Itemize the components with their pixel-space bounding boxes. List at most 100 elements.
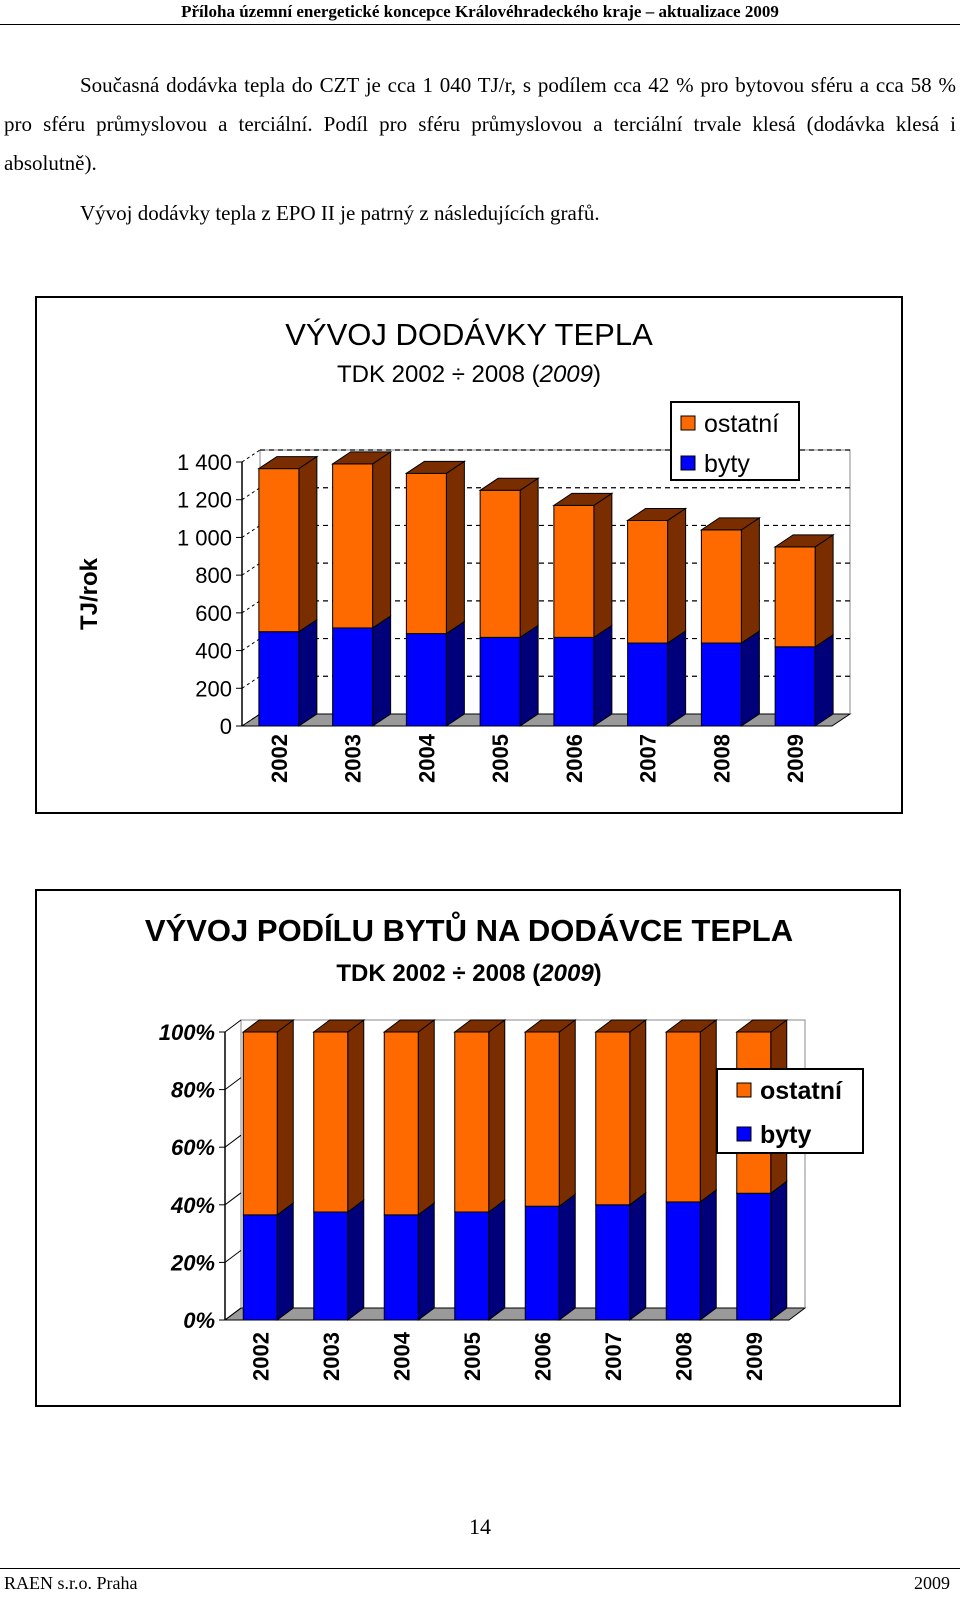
- bar-side: [417, 1201, 435, 1321]
- y-axis-label: TJ/rok: [76, 557, 103, 630]
- bar-ostatni-2004: [404, 460, 467, 635]
- bar-top: [625, 507, 688, 521]
- bar-ostatni-2003: [330, 450, 393, 629]
- bar-front: [553, 504, 595, 638]
- bar-front: [774, 546, 816, 648]
- bar-byty-2002: [242, 1201, 294, 1321]
- x-tick-label: 2003: [319, 1332, 344, 1381]
- bar-side: [667, 630, 687, 727]
- legend: ostatní byty: [670, 401, 800, 481]
- bar-side: [667, 507, 687, 644]
- bar-front: [524, 1031, 560, 1207]
- bar-byty-2003: [332, 615, 392, 727]
- bar-side: [519, 477, 539, 639]
- y-tick-label: 1 000: [177, 525, 232, 550]
- footer-company: RAEN s.r.o. Praha: [4, 1573, 138, 1593]
- bar-top: [552, 492, 614, 506]
- bar-top: [664, 1019, 718, 1033]
- legend-label-ostatni: ostatní: [760, 1077, 843, 1105]
- bar-ostatni-2005: [453, 1019, 507, 1213]
- bar-front: [524, 1205, 560, 1321]
- bar-ostatni-2009: [773, 533, 835, 648]
- chart-subtitle-year: 2009: [539, 960, 594, 987]
- bar-front: [332, 627, 374, 727]
- grid-layer: [240, 449, 852, 727]
- chart-heat-supply: VÝVOJ DODÁVKY TEPLA TDK 2002 ÷ 2008 (200…: [35, 296, 903, 814]
- bar-side: [814, 633, 834, 727]
- bar-ostatni-2006: [552, 492, 614, 639]
- bar-byty-2008: [665, 1188, 717, 1321]
- bar-front: [405, 633, 447, 727]
- bar-side: [298, 455, 318, 633]
- bar-side: [372, 450, 392, 629]
- bar-byty-2004: [405, 620, 465, 727]
- x-tick-label: 2009: [742, 1332, 767, 1381]
- bar-front: [242, 1214, 278, 1321]
- bar-side: [629, 1019, 647, 1206]
- bar-front: [313, 1031, 349, 1213]
- bar-side: [558, 1019, 576, 1208]
- chart-housing-share-svg: VÝVOJ PODÍLU BYTŮ NA DODÁVCE TEPLA TDK 2…: [145, 910, 864, 1381]
- x-label-layer: 2002 2003 2004 2005 2006 2007 2008 2009: [267, 733, 808, 783]
- bar-side: [445, 460, 465, 635]
- bar-front: [454, 1031, 490, 1213]
- bar-front: [258, 468, 300, 633]
- chart-subtitle-suffix: ): [593, 361, 601, 388]
- bar-side: [699, 1188, 717, 1321]
- x-tick-label: 2008: [709, 734, 734, 783]
- bar-byty-2007: [595, 1191, 647, 1321]
- x-label-layer: 2002 2003 2004 2005 2006 2007 2008 2009: [248, 1331, 767, 1381]
- header-rule: [0, 24, 960, 25]
- bar-side: [519, 624, 539, 727]
- y-tick-label: 60%: [171, 1135, 215, 1160]
- bar-ostatni-2005: [478, 477, 540, 639]
- bar-top: [312, 1019, 366, 1033]
- bar-front: [595, 1204, 631, 1321]
- bar-top: [594, 1019, 648, 1033]
- chart-title: VÝVOJ PODÍLU BYTŮ NA DODÁVCE TEPLA: [145, 910, 793, 948]
- x-tick-label: 2006: [530, 1332, 555, 1381]
- x-tick-label: 2002: [248, 1332, 273, 1381]
- bar-side: [770, 1180, 788, 1321]
- side-grid-line: [241, 449, 261, 463]
- y-tick-label: 80%: [171, 1078, 215, 1103]
- bar-byty-2002: [258, 618, 318, 727]
- bar-byty-2009: [774, 633, 834, 727]
- side-grid-line: [241, 600, 261, 614]
- bar-byty-2005: [454, 1199, 506, 1321]
- bar-side: [372, 615, 392, 727]
- bar-top: [382, 1019, 436, 1033]
- bar-side: [298, 618, 318, 727]
- bar-top: [241, 1019, 295, 1033]
- bar-front: [242, 1031, 278, 1216]
- bar-front: [479, 636, 521, 727]
- x-tick-label: 2005: [488, 734, 513, 783]
- bar-front: [665, 1201, 701, 1321]
- bar-side: [593, 624, 613, 727]
- bar-byty-2009: [736, 1180, 788, 1321]
- bar-layer: [257, 450, 835, 727]
- chart-housing-share: VÝVOJ PODÍLU BYTŮ NA DODÁVCE TEPLA TDK 2…: [35, 889, 901, 1407]
- bar-ostatni-2003: [312, 1019, 366, 1213]
- y-tick-label: 0: [220, 714, 232, 739]
- bar-front: [595, 1031, 631, 1206]
- page-number: 14: [469, 1514, 491, 1539]
- bar-front: [627, 642, 669, 727]
- bar-side: [347, 1019, 365, 1213]
- bar-top: [257, 456, 319, 470]
- x-tick-label: 2004: [414, 733, 439, 783]
- chart-subtitle-suffix: ): [594, 960, 602, 987]
- bar-front: [258, 631, 300, 727]
- side-grid-line: [241, 638, 261, 651]
- legend-swatch-ostatni: [680, 415, 696, 431]
- bar-ostatni-2008: [664, 1019, 718, 1203]
- bar-top: [330, 451, 393, 465]
- bar-side: [488, 1199, 506, 1321]
- bar-side: [740, 516, 760, 644]
- side-grid-line: [224, 1192, 242, 1206]
- legend-label-ostatni: ostatní: [704, 410, 779, 438]
- bar-byty-2006: [524, 1193, 576, 1321]
- bar-side: [417, 1019, 435, 1216]
- side-grid-line: [241, 562, 261, 576]
- bar-byty-2008: [700, 630, 760, 727]
